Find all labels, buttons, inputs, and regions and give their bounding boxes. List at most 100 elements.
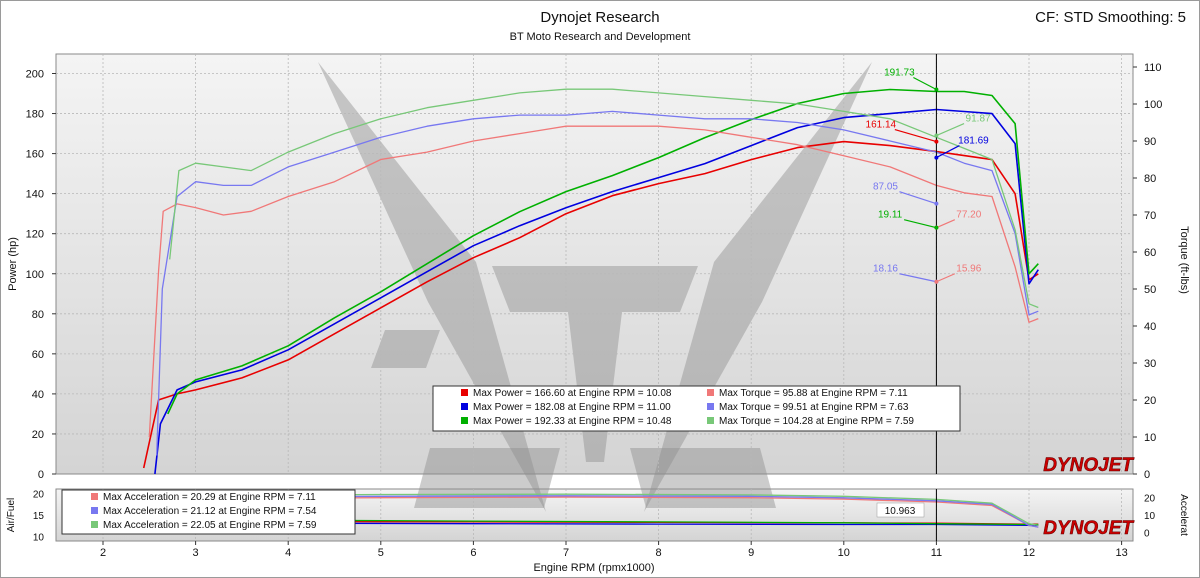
annotation-label: 77.20	[956, 210, 981, 221]
dynojet-logo: DYNOJET	[1043, 455, 1134, 476]
series-line-power-3	[167, 88, 1039, 415]
legend-swatch	[707, 417, 714, 424]
y-tick-label: 200	[26, 69, 44, 81]
x-tick-label: 5	[378, 547, 384, 559]
y2-axis-label: Torque (ft-lbs)	[1178, 226, 1190, 294]
acceleration-legend: Max Acceleration = 20.29 at Engine RPM =…	[61, 489, 356, 535]
legend-swatch	[91, 493, 98, 500]
y-tick-label: 80	[32, 309, 44, 321]
annotation-arrow	[913, 76, 937, 91]
cursor-value-bg	[876, 502, 925, 518]
y2-tick-label: 30	[1144, 358, 1156, 370]
y2-tick-label: 70	[1144, 210, 1156, 222]
legend-entry: Max Power = 166.60 at Engine RPM = 10.08	[473, 388, 672, 399]
annotation-label: 191.73	[884, 68, 915, 79]
af-y-tick-label: 10	[33, 533, 45, 544]
legend-entry: Max Acceleration = 21.12 at Engine RPM =…	[103, 506, 317, 517]
x-tick-label: 10	[838, 547, 850, 559]
peak-annotations: 191.73 91.87 161.14 181.69 87.05 77.20 19.11 18…	[866, 68, 991, 284]
y-tick-label: 40	[32, 389, 44, 401]
series-line-torque-1	[148, 125, 1039, 438]
x-tick-label: 2	[100, 547, 106, 559]
y-tick-label: 140	[26, 189, 44, 201]
x-tick-label: 3	[193, 547, 199, 559]
y2-tick-label: 100	[1144, 99, 1162, 111]
legend-box	[61, 489, 356, 535]
annotation-label: 87.05	[873, 182, 898, 193]
annotation-point	[934, 87, 939, 92]
y-tick-label: 120	[26, 229, 44, 241]
y2-tick-label: 0	[1144, 469, 1150, 481]
af-y2-tick-label: 10	[1144, 511, 1156, 522]
annotation-point	[934, 139, 939, 144]
y-tick-label: 60	[32, 349, 44, 361]
annotation-label: 181.69	[958, 136, 989, 147]
annotation-arrow	[936, 123, 965, 137]
legend-swatch	[91, 507, 98, 514]
y-tick-label: 100	[26, 269, 44, 281]
legend-swatch	[461, 403, 468, 410]
series-line-power-2	[154, 108, 1039, 475]
legend-swatch	[461, 417, 468, 424]
annotation-arrow	[936, 145, 960, 159]
annotation-label: 161.14	[866, 120, 897, 131]
y2-tick-label: 60	[1144, 247, 1156, 259]
series-line-torque-3	[169, 88, 1039, 309]
annotation-label: 15.96	[956, 264, 981, 275]
power-torque-curves	[142, 88, 1039, 475]
legend-swatch	[707, 389, 714, 396]
annotation-arrow	[936, 273, 956, 283]
y-tick-label: 20	[32, 429, 44, 441]
annotation-arrow	[894, 128, 937, 143]
dynojet-logo-small: DYNOJET	[1043, 518, 1134, 539]
legend-swatch	[91, 521, 98, 528]
annotation-point	[934, 155, 939, 160]
cursor-value-label: 10.963	[885, 506, 916, 517]
legend-entry: Max Acceleration = 22.05 at Engine RPM =…	[103, 520, 317, 531]
annotation-point	[934, 225, 939, 230]
y-tick-label: 160	[26, 149, 44, 161]
y-tick-label: 0	[38, 469, 44, 481]
series-line-torque-2	[156, 110, 1039, 456]
x-tick-label: 8	[656, 547, 662, 559]
y2-tick-label: 20	[1144, 395, 1156, 407]
series-line-power-1	[142, 140, 1039, 469]
y2-tick-label: 10	[1144, 432, 1156, 444]
x-tick-label: 6	[470, 547, 476, 559]
annotation-point	[934, 201, 939, 206]
legend-swatch	[461, 389, 468, 396]
af-y-tick-label: 15	[33, 511, 45, 522]
x-tick-label: 13	[1115, 547, 1127, 559]
legend-entry: Max Acceleration = 20.29 at Engine RPM =…	[103, 492, 316, 503]
af-y-axis-label: Air/Fuel	[6, 498, 17, 532]
power-torque-legend: Max Power = 166.60 at Engine RPM = 10.08…	[432, 385, 961, 432]
legend-box	[432, 385, 961, 432]
chart-subtitle: BT Moto Research and Development	[509, 31, 691, 43]
annotation-point	[934, 133, 939, 138]
axis-labels: 2 3 4 5 6 7 8 9 10 11 12 13020406080100120140160180…	[26, 62, 1163, 559]
x-tick-label: 7	[563, 547, 569, 559]
x-tick-label: 9	[748, 547, 754, 559]
legend-entry: Max Torque = 104.28 at Engine RPM = 7.59	[719, 416, 914, 427]
af-y2-tick-label: 20	[1144, 494, 1156, 505]
y2-tick-label: 40	[1144, 321, 1156, 333]
y2-tick-label: 50	[1144, 284, 1156, 296]
x-tick-label: 11	[931, 547, 942, 559]
annotation-arrow	[936, 219, 956, 229]
annotation-point	[934, 279, 939, 284]
af-y2-tick-label: 0	[1144, 528, 1150, 539]
annotation-arrow	[903, 219, 937, 229]
legend-swatch	[707, 403, 714, 410]
annotation-arrow	[899, 273, 937, 283]
x-tick-label: 12	[1023, 547, 1035, 559]
annotation-arrow	[899, 191, 937, 205]
af-y-tick-label: 20	[33, 489, 45, 500]
af-y2-axis-label: Accelerat	[1178, 494, 1189, 536]
legend-entry: Max Power = 192.33 at Engine RPM = 10.48	[473, 416, 672, 427]
x-axis-label: Engine RPM (rpmx1000)	[533, 562, 654, 574]
x-tick-label: 4	[285, 547, 291, 559]
y2-tick-label: 90	[1144, 136, 1156, 148]
chart-title: Dynojet Research	[540, 9, 660, 26]
legend-entry: Max Torque = 99.51 at Engine RPM = 7.63	[719, 402, 909, 413]
